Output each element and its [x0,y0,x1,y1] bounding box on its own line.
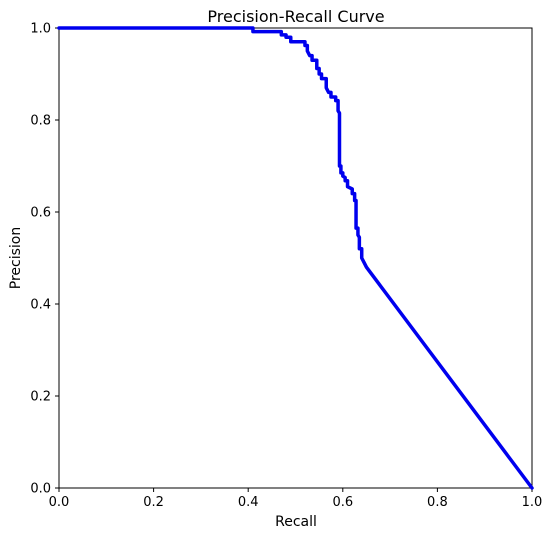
x-tick-label: 0.0 [49,495,70,510]
x-axis-label: Recall [275,514,317,530]
x-tick-label: 0.2 [143,495,164,510]
plot-area: 0.0 0.2 0.4 0.6 0.8 1.0 0.0 0.2 0.4 0.6 0.8 1.0 [30,22,542,511]
chart-title: Precision-Recall Curve [207,7,384,26]
y-axis-ticks: 0.0 0.2 0.4 0.6 0.8 1.0 [30,22,59,497]
x-tick-label: 1.0 [522,495,543,510]
series-line [57,26,534,490]
y-tick-label: 0.0 [30,482,51,497]
plot-frame [58,27,533,489]
x-tick-label: 0.4 [238,495,259,510]
y-tick-label: 0.2 [30,390,51,405]
y-axis-label: Precision [8,227,24,289]
y-tick-label: 0.6 [30,206,51,221]
y-tick-label: 1.0 [30,22,51,37]
x-axis-ticks: 0.0 0.2 0.4 0.6 0.8 1.0 [49,488,543,510]
y-tick-label: 0.4 [30,298,51,313]
series-layer [57,26,534,490]
x-tick-label: 0.8 [427,495,448,510]
x-tick-label: 0.6 [332,495,353,510]
y-tick-label: 0.8 [30,114,51,129]
